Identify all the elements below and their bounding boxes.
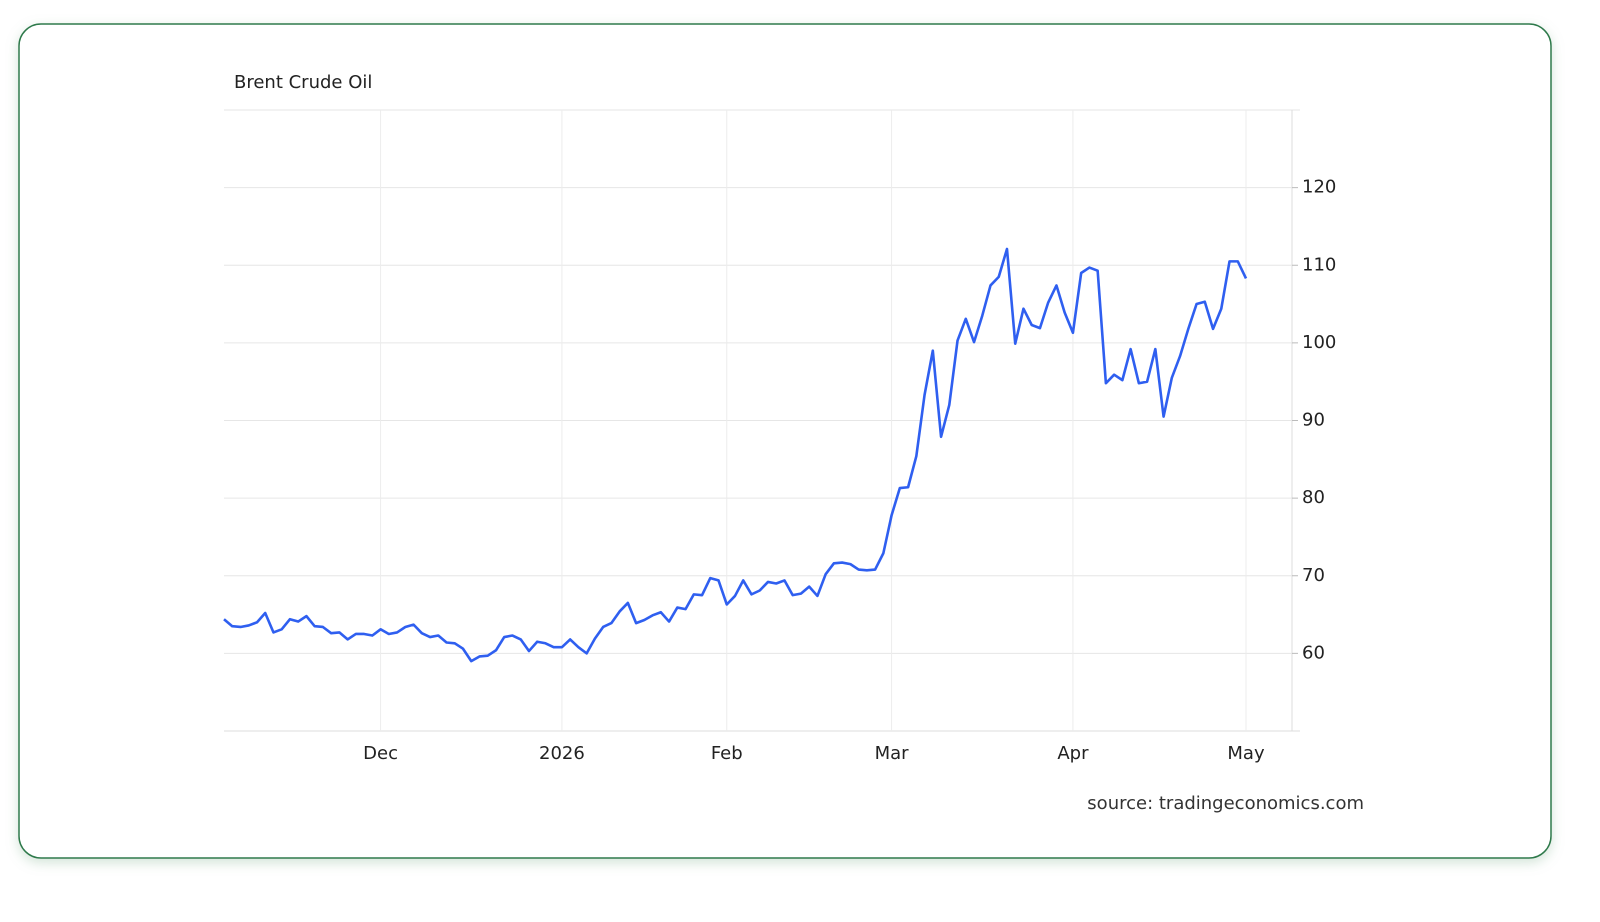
y-tick-label: 120 [1302, 177, 1336, 198]
x-tick-label: Mar [875, 743, 910, 764]
y-tick-label: 90 [1302, 410, 1325, 431]
x-tick-label: May [1227, 743, 1265, 764]
x-tick-label: Feb [711, 743, 743, 764]
line [223, 247, 1248, 663]
y-tick-label: 70 [1302, 565, 1325, 586]
chart-title: Brent Crude Oil [234, 72, 372, 93]
x-tick-label: Dec [363, 743, 398, 764]
x-tick-label: Apr [1057, 743, 1089, 764]
y-tick-label: 110 [1302, 254, 1336, 275]
card [18, 23, 1552, 859]
y-tick-label: 80 [1302, 487, 1325, 508]
x-tick-label: 2026 [539, 743, 585, 764]
y-tick-label: 100 [1302, 332, 1336, 353]
source: source: tradingeconomics.com [1087, 793, 1364, 814]
y-tick-label: 60 [1302, 642, 1325, 663]
